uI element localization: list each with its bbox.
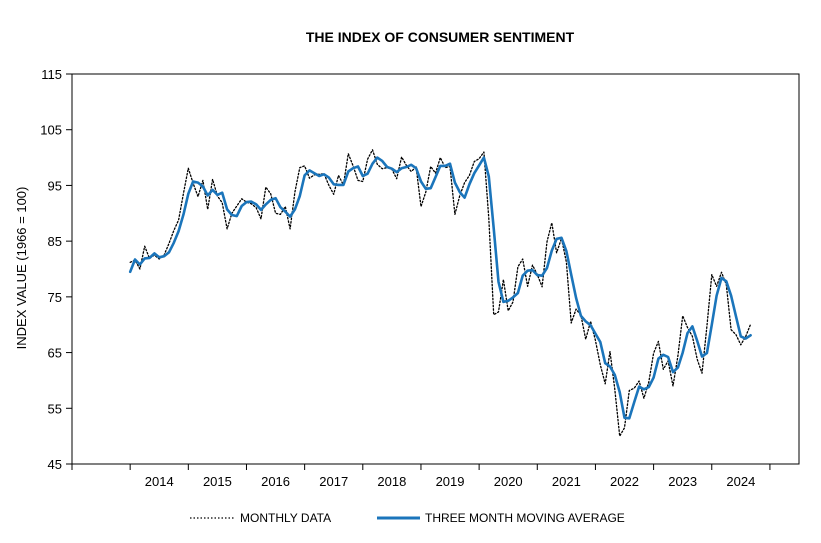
y-tick-label: 75	[48, 290, 62, 305]
x-tick-label: 2016	[261, 474, 290, 489]
legend-label-moving-average: THREE MONTH MOVING AVERAGE	[425, 511, 625, 525]
legend-label-monthly: MONTHLY DATA	[240, 511, 331, 525]
x-tick-label: 2018	[377, 474, 406, 489]
moving-average-line	[128, 156, 752, 420]
series-layer	[128, 149, 752, 437]
y-tick-label: 115	[41, 67, 62, 82]
x-tick-label: 2022	[610, 474, 639, 489]
y-tick-label: 85	[48, 234, 62, 249]
y-tick-label: 45	[48, 457, 62, 472]
y-axis-label: INDEX VALUE (1966 = 100)	[14, 187, 29, 350]
y-tick-label: 55	[48, 401, 62, 416]
x-tick-label: 2015	[203, 474, 232, 489]
y-axis: 45 55 65 75 85 95 105 115	[40, 67, 72, 472]
x-tick-label: 2024	[726, 474, 755, 489]
x-axis: 2014 2015 2016 2017 2018 2019 2020 2021 2022 2023…	[71, 464, 771, 489]
legend: MONTHLY DATA THREE MONTH MOVING AVERAGE	[190, 511, 625, 525]
x-tick-label: 2023	[668, 474, 697, 489]
chart-title: THE INDEX OF CONSUMER SENTIMENT	[306, 29, 575, 45]
plot-area-border	[71, 73, 800, 465]
y-tick-label: 105	[40, 123, 62, 138]
x-tick-label: 2021	[552, 474, 581, 489]
x-tick-label: 2019	[436, 474, 465, 489]
monthly-data-line	[129, 149, 752, 437]
x-tick-label: 2017	[319, 474, 348, 489]
y-tick-label: 95	[48, 178, 62, 193]
x-tick-label: 2014	[145, 474, 174, 489]
x-tick-label: 2020	[494, 474, 523, 489]
y-tick-label: 65	[48, 346, 62, 361]
